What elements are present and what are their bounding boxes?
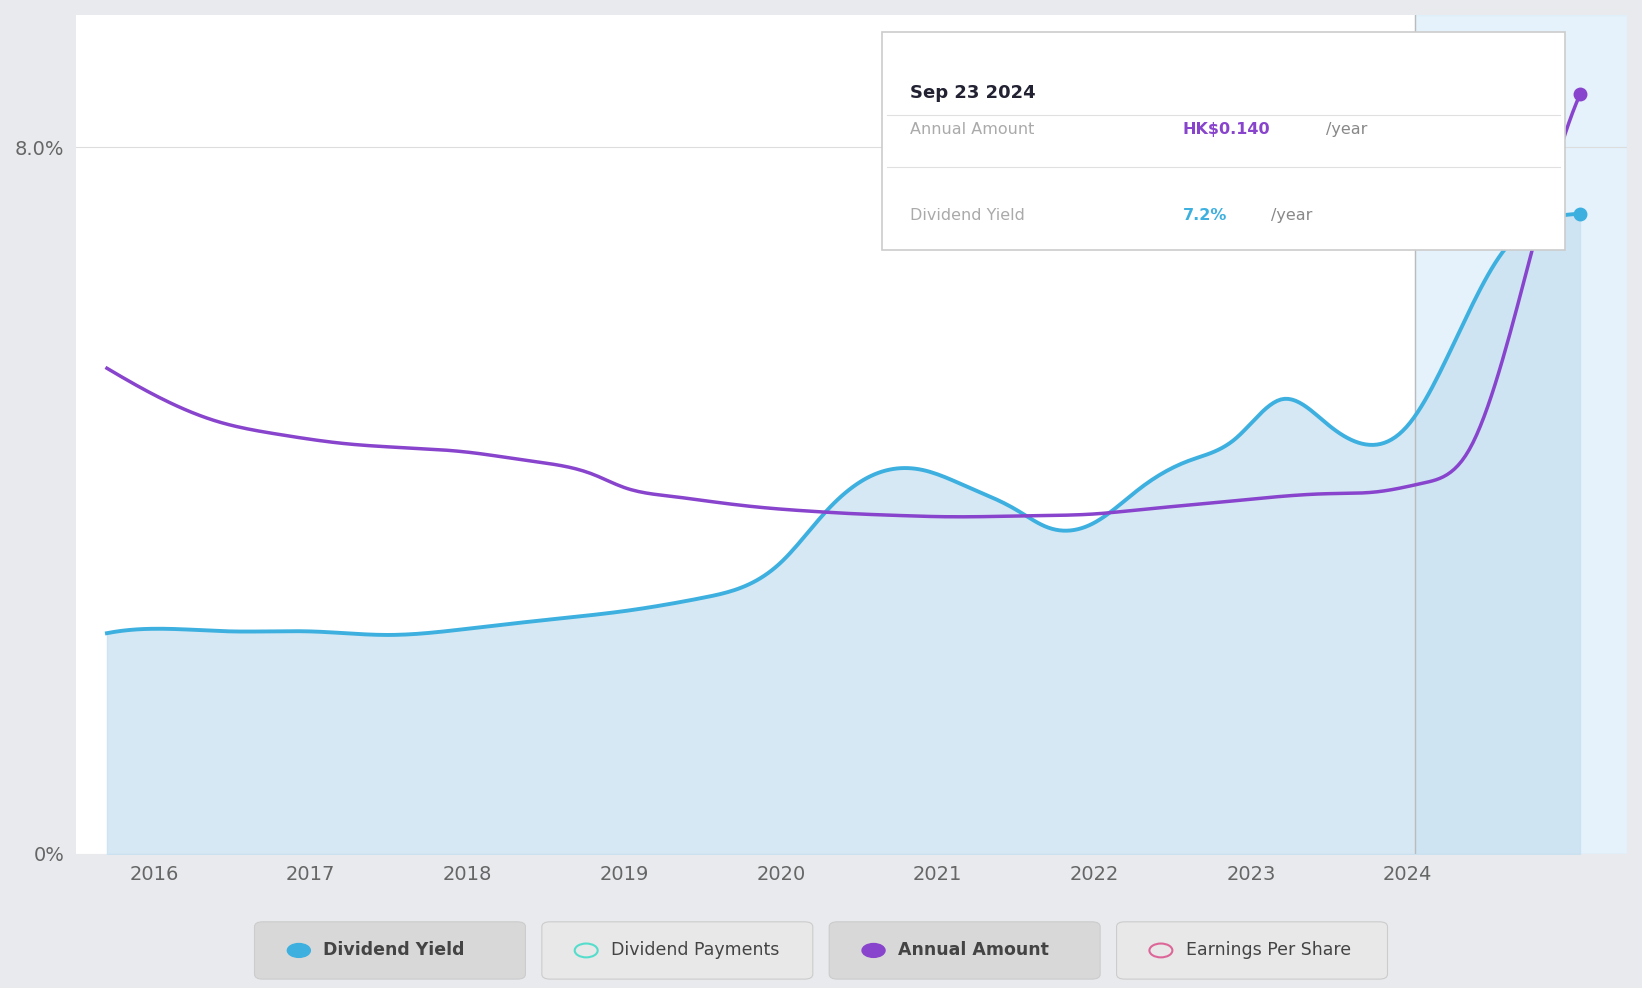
Bar <box>1415 15 1627 854</box>
Text: Dividend Yield: Dividend Yield <box>323 942 465 959</box>
Text: /year: /year <box>1271 207 1314 222</box>
Text: Annual Amount: Annual Amount <box>910 123 1034 137</box>
Text: Dividend Yield: Dividend Yield <box>910 207 1025 222</box>
Text: Past: Past <box>1429 134 1466 152</box>
Text: Dividend Payments: Dividend Payments <box>611 942 780 959</box>
Text: Sep 23 2024: Sep 23 2024 <box>910 84 1034 102</box>
Text: Annual Amount: Annual Amount <box>898 942 1049 959</box>
Text: HK$0.140: HK$0.140 <box>1182 123 1271 137</box>
Text: /year: /year <box>1327 123 1368 137</box>
Text: 7.2%: 7.2% <box>1182 207 1227 222</box>
Text: Earnings Per Share: Earnings Per Share <box>1186 942 1351 959</box>
